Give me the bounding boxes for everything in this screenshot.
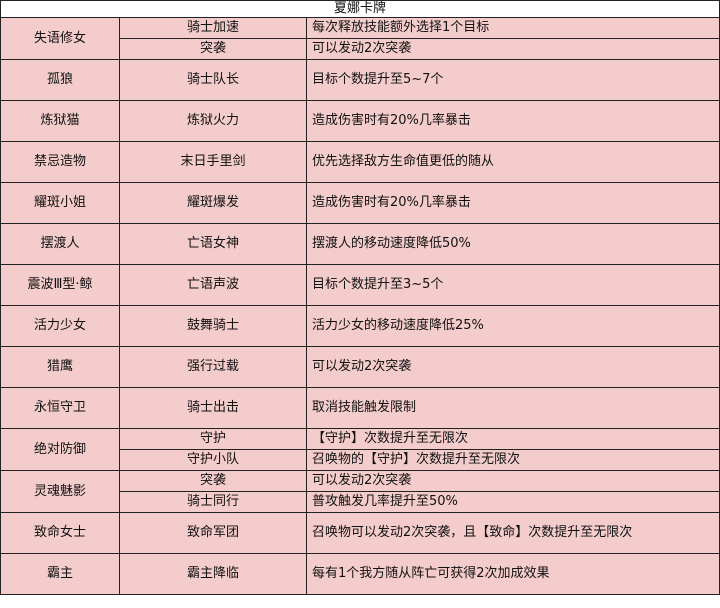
card-name: 灵魂魅影 [0, 470, 120, 513]
skill-effect: 目标个数提升至5~7个 [306, 59, 720, 101]
skill-effect: 每次释放技能额外选择1个目标 [306, 17, 720, 39]
skill-effect: 可以发动2次突袭 [306, 470, 720, 492]
card-name: 绝对防御 [0, 428, 120, 471]
table-row: 摆渡人 亡语女神 摆渡人的移动速度降低50% [0, 223, 720, 265]
skill-name: 骑士出击 [119, 387, 307, 429]
skill-name: 守护 [119, 428, 307, 450]
card-name: 耀斑小姐 [0, 182, 120, 224]
table-row: 孤狼 骑士队长 目标个数提升至5~7个 [0, 59, 720, 101]
skill-name: 霸主降临 [119, 553, 307, 595]
table-row: 耀斑小姐 耀斑爆发 造成伤害时有20%几率暴击 [0, 182, 720, 224]
card-name: 孤狼 [0, 59, 120, 101]
card-name: 猎鹰 [0, 346, 120, 388]
card-name: 霸主 [0, 553, 120, 595]
skill-name: 耀斑爆发 [119, 182, 307, 224]
table-row: 骑士同行 普攻触发几率提升至50% [1, 491, 720, 513]
card-name: 炼狱猫 [0, 100, 120, 142]
skill-effect: 取消技能触发限制 [306, 387, 720, 429]
skill-effect: 每有1个我方随从阵亡可获得2次加成效果 [306, 553, 720, 595]
table-row: 突袭 可以发动2次突袭 [1, 38, 720, 60]
skill-effect: 可以发动2次突袭 [306, 346, 720, 388]
skill-name: 守护小队 [119, 449, 307, 471]
skill-name: 亡语女神 [119, 223, 307, 265]
skill-name: 亡语声波 [119, 264, 307, 306]
skill-effect: 优先选择敌方生命值更低的随从 [306, 141, 720, 183]
skill-name: 突袭 [119, 470, 307, 492]
table-row: 灵魂魅影 突袭 可以发动2次突袭 [0, 470, 720, 513]
table-row: 霸主 霸主降临 每有1个我方随从阵亡可获得2次加成效果 [0, 553, 720, 595]
table-row: 活力少女 鼓舞骑士 活力少女的移动速度降低25% [0, 305, 720, 347]
card-table: 夏娜卡牌 失语修女 骑士加速 每次释放技能额外选择1个目标 突袭 可以发动2次突袭 孤狼骑… [0, 0, 720, 595]
skill-name: 突袭 [119, 38, 307, 60]
card-name: 摆渡人 [0, 223, 120, 265]
skill-effect: 摆渡人的移动速度降低50% [306, 223, 720, 265]
card-name: 活力少女 [0, 305, 120, 347]
card-name: 永恒守卫 [0, 387, 120, 429]
title-row: 夏娜卡牌 [0, 0, 720, 18]
table-row: 禁忌造物 末日手里剑 优先选择敌方生命值更低的随从 [0, 141, 720, 183]
skill-effect: 造成伤害时有20%几率暴击 [306, 100, 720, 142]
skill-effect: 召唤物可以发动2次突袭，且【致命】次数提升至无限次 [306, 512, 720, 554]
card-name: 致命女士 [0, 512, 120, 554]
table-row: 失语修女 骑士加速 每次释放技能额外选择1个目标 [0, 17, 720, 60]
card-name: 禁忌造物 [0, 141, 120, 183]
skill-name: 炼狱火力 [119, 100, 307, 142]
table-row: 致命女士 致命军团 召唤物可以发动2次突袭，且【致命】次数提升至无限次 [0, 512, 720, 554]
table-row: 守护小队 召唤物的【守护】次数提升至无限次 [1, 449, 720, 471]
skill-name: 致命军团 [119, 512, 307, 554]
table-row: 猎鹰 强行过载 可以发动2次突袭 [0, 346, 720, 388]
table-row: 永恒守卫 骑士出击 取消技能触发限制 [0, 387, 720, 429]
table-title: 夏娜卡牌 [0, 0, 720, 18]
table-row: 震波Ⅲ型·鲸 亡语声波 目标个数提升至3~5个 [0, 264, 720, 306]
skill-name: 骑士队长 [119, 59, 307, 101]
table-row: 绝对防御 守护 【守护】次数提升至无限次 [0, 428, 720, 471]
card-name: 失语修女 [0, 17, 120, 60]
card-name: 震波Ⅲ型·鲸 [0, 264, 120, 306]
skill-effect: 活力少女的移动速度降低25% [306, 305, 720, 347]
skill-name: 强行过载 [119, 346, 307, 388]
skill-effect: 目标个数提升至3~5个 [306, 264, 720, 306]
skill-name: 鼓舞骑士 [119, 305, 307, 347]
skill-effect: 造成伤害时有20%几率暴击 [306, 182, 720, 224]
skill-effect: 【守护】次数提升至无限次 [306, 428, 720, 450]
skill-name: 末日手里剑 [119, 141, 307, 183]
skill-effect: 可以发动2次突袭 [306, 38, 720, 60]
skill-name: 骑士同行 [119, 491, 307, 513]
table-row: 炼狱猫 炼狱火力 造成伤害时有20%几率暴击 [0, 100, 720, 142]
skill-effect: 召唤物的【守护】次数提升至无限次 [306, 449, 720, 471]
skill-effect: 普攻触发几率提升至50% [306, 491, 720, 513]
skill-name: 骑士加速 [119, 17, 307, 39]
